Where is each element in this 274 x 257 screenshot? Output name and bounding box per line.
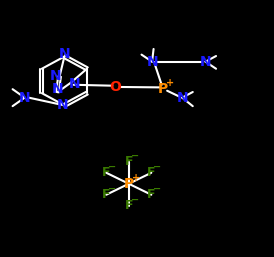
Text: F: F <box>124 155 133 168</box>
Text: −: − <box>108 162 116 172</box>
Text: N: N <box>56 98 68 112</box>
Text: N: N <box>146 55 158 69</box>
Text: F: F <box>147 188 156 201</box>
Text: −: − <box>131 151 139 161</box>
Text: +: + <box>132 173 140 183</box>
Text: F: F <box>102 188 110 201</box>
Text: N: N <box>52 82 63 96</box>
Text: −: − <box>153 184 161 194</box>
Text: N: N <box>68 77 80 91</box>
Text: N: N <box>200 55 211 69</box>
Text: O: O <box>110 80 121 94</box>
Text: −: − <box>153 162 161 172</box>
Text: N: N <box>59 48 70 61</box>
Text: N: N <box>50 69 62 83</box>
Text: P: P <box>124 177 134 191</box>
Text: P: P <box>158 82 168 96</box>
Text: −: − <box>131 195 139 205</box>
Text: F: F <box>102 166 110 179</box>
Text: +: + <box>166 78 174 88</box>
Text: −: − <box>108 184 116 194</box>
Text: F: F <box>124 199 133 212</box>
Text: N: N <box>176 91 188 105</box>
Text: N: N <box>19 91 30 105</box>
Text: F: F <box>147 166 156 179</box>
